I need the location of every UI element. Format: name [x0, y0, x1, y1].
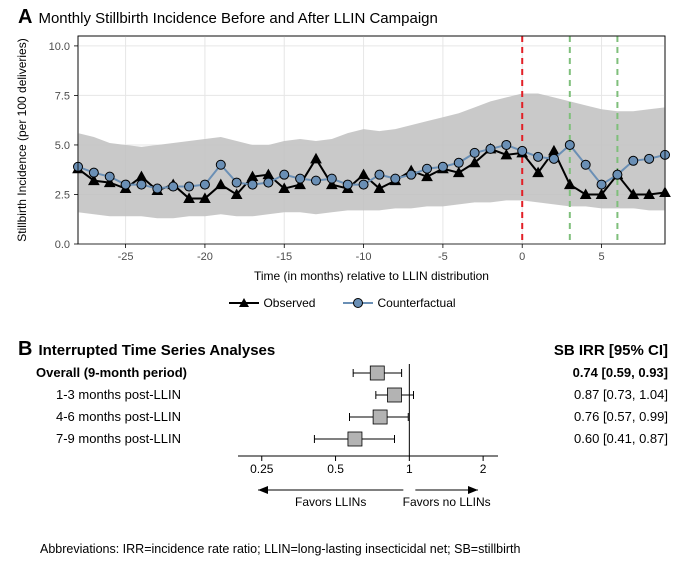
- svg-text:Favors no LLINs: Favors no LLINs: [403, 495, 491, 509]
- timeseries-chart: 0.0 2.5 5.0 7.5 10.0 -25 -20 -15 -10 -5 0 5 Time (in…: [0, 28, 685, 288]
- svg-text:Time (in months) relative to L: Time (in months) relative to LLIN distri…: [254, 269, 489, 283]
- svg-text:-5: -5: [438, 251, 448, 263]
- forest-plot: Overall (9-month period) 0.74 [0.59, 0.93…: [18, 362, 668, 510]
- svg-text:-15: -15: [276, 251, 292, 263]
- chart-legend: Observed Counterfactual: [0, 296, 685, 315]
- svg-text:7.5: 7.5: [55, 90, 70, 102]
- svg-text:Stillbirth Incidence (per 100: Stillbirth Incidence (per 100 deliveries…: [15, 38, 29, 241]
- forest-row-value: 0.76 [0.57, 0.99]: [574, 406, 668, 428]
- svg-text:0: 0: [519, 251, 525, 263]
- forest-row-label: 1-3 months post-LLIN: [56, 384, 181, 406]
- forest-row-label: 7-9 months post-LLIN: [56, 428, 181, 450]
- forest-row: 1-3 months post-LLIN 0.87 [0.73, 1.04]: [18, 384, 668, 406]
- forest-row: 4-6 months post-LLIN 0.76 [0.57, 0.99]: [18, 406, 668, 428]
- svg-text:10.0: 10.0: [49, 41, 70, 53]
- svg-text:1: 1: [406, 462, 413, 476]
- svg-text:-10: -10: [356, 251, 372, 263]
- svg-text:-20: -20: [197, 251, 213, 263]
- forest-row: Overall (9-month period) 0.74 [0.59, 0.93…: [18, 362, 668, 384]
- panel-b-title: Interrupted Time Series Analyses: [38, 342, 275, 359]
- panel-a-label: A: [18, 6, 32, 29]
- forest-row-label: 4-6 months post-LLIN: [56, 406, 181, 428]
- svg-text:2.5: 2.5: [55, 189, 70, 201]
- svg-text:0.5: 0.5: [327, 462, 344, 476]
- forest-row-value: 0.60 [0.41, 0.87]: [574, 428, 668, 450]
- svg-text:0.0: 0.0: [55, 239, 70, 251]
- forest-row: 7-9 months post-LLIN 0.60 [0.41, 0.87]: [18, 428, 668, 450]
- svg-text:-25: -25: [118, 251, 134, 263]
- svg-text:0.25: 0.25: [250, 462, 274, 476]
- forest-row-label: Overall (9-month period): [36, 362, 187, 384]
- svg-text:5: 5: [598, 251, 604, 263]
- panel-b-label: B: [18, 338, 32, 361]
- svg-text:Favors LLINs: Favors LLINs: [295, 495, 366, 509]
- panel-a-title: Monthly Stillbirth Incidence Before and …: [38, 10, 437, 27]
- forest-row-value: 0.74 [0.59, 0.93]: [573, 362, 668, 384]
- svg-text:2: 2: [480, 462, 487, 476]
- forest-row-value: 0.87 [0.73, 1.04]: [574, 384, 668, 406]
- abbreviations-footnote: Abbreviations: IRR=incidence rate ratio;…: [40, 542, 660, 556]
- panel-b-right-header: SB IRR [95% CI]: [554, 342, 668, 359]
- svg-text:5.0: 5.0: [55, 140, 70, 152]
